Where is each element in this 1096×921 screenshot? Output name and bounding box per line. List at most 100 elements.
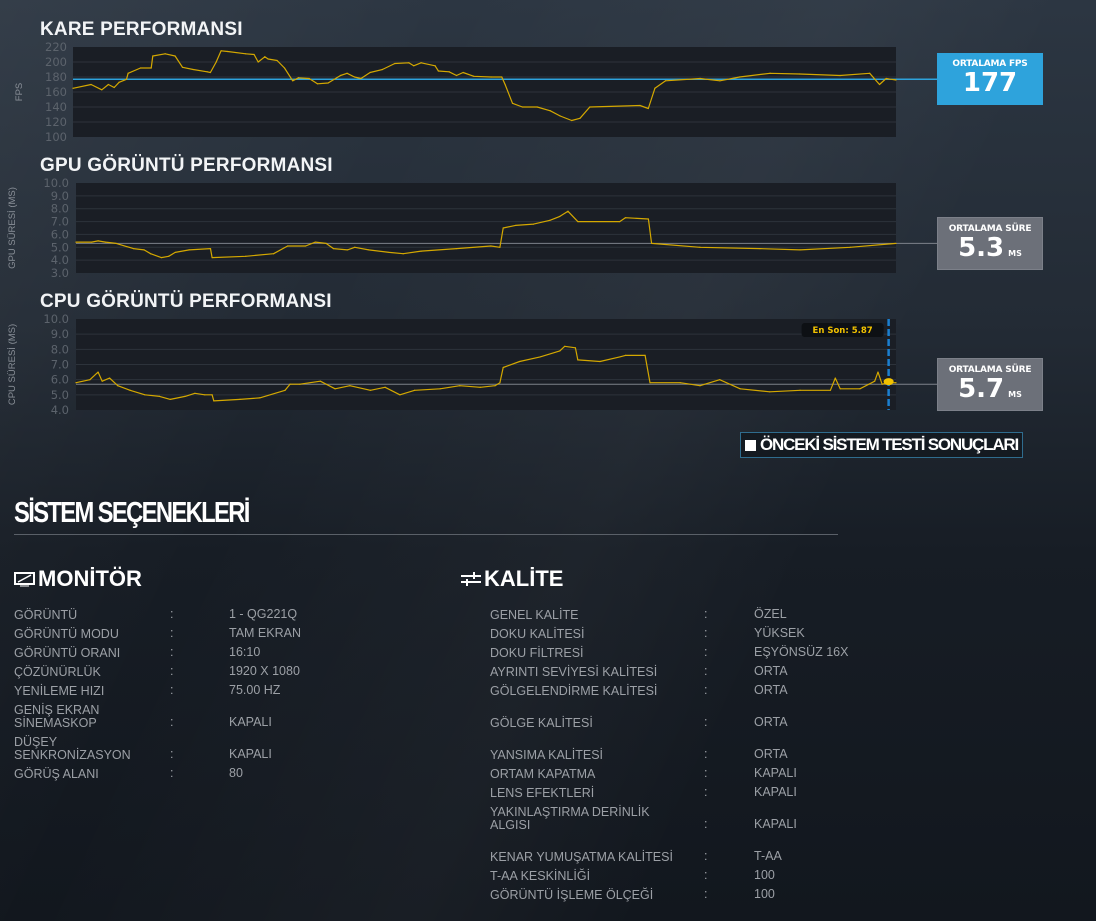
data-point	[501, 76, 503, 78]
data-point	[150, 253, 152, 255]
setting-value: ORTA	[754, 747, 788, 761]
data-point	[874, 380, 876, 382]
legend-square-icon	[745, 439, 756, 451]
data-point	[381, 68, 384, 71]
data-point	[239, 398, 241, 400]
quality-setting-row: GÖRÜNTÜ İŞLEME ÖLÇEĞİ: 100	[490, 883, 848, 902]
average-fps-box: ORTALAMA FPS 177	[937, 53, 1043, 105]
separator: :	[704, 887, 708, 901]
previous-system-test-results-toggle[interactable]: ÖNCEKİ SİSTEM TESTİ SONUÇLARI	[740, 432, 1023, 458]
data-point	[107, 83, 109, 86]
setting-label: LENS EFEKTLERİ	[490, 786, 595, 800]
data-point	[769, 391, 771, 393]
system-options-title: SİSTEM SEÇENEKLERİ	[14, 497, 250, 529]
average-cpu-time-value: 5.7	[958, 374, 1005, 404]
data-point	[881, 383, 883, 385]
monitor-setting-row: GÖRÜNTÜ MODU: TAM EKRAN	[14, 622, 301, 641]
data-point	[455, 247, 458, 250]
gpu-chart: 10.09.08.07.06.05.04.03.0 GPU SÜRESİ (MS)	[7, 176, 937, 280]
data-point	[839, 388, 841, 390]
data-point	[129, 389, 131, 391]
data-point	[118, 81, 120, 83]
data-point	[297, 77, 300, 79]
data-point	[455, 74, 458, 77]
data-point	[448, 71, 450, 73]
setting-label: GÖRÜŞ ALANI	[14, 767, 99, 781]
data-point	[267, 58, 269, 60]
data-point	[699, 246, 701, 248]
data-point	[346, 249, 349, 251]
data-point	[206, 71, 208, 73]
y-tick-label: 5.0	[51, 240, 69, 254]
data-point	[549, 219, 551, 221]
y-tick-label: 100	[45, 130, 67, 144]
data-point	[209, 71, 212, 74]
y-tick-label: 10.0	[43, 176, 69, 190]
monitor-setting-row: GÖRÜŞ ALANI: 80	[14, 762, 301, 781]
data-point	[113, 86, 115, 89]
data-point	[574, 347, 576, 349]
data-point	[284, 389, 286, 391]
monitor-title: MONİTÖR	[38, 566, 142, 591]
data-point	[878, 83, 881, 86]
data-point	[639, 104, 641, 107]
quality-setting-row: DOKU FİLTRESİ: EŞYÖNSÜZ 16X	[490, 641, 848, 660]
data-point	[679, 382, 681, 384]
setting-label: GÖRÜNTÜ İŞLEME ÖLÇEĞİ	[490, 888, 654, 902]
data-point	[877, 371, 879, 373]
average-cpu-time-label: ORTALAMA SÜRE	[948, 365, 1032, 375]
separator: :	[170, 626, 174, 640]
setting-value: ORTA	[754, 683, 788, 697]
quality-setting-row: YAKINLAŞTIRMA DERİNLİK ALGISI: KAPALI	[490, 800, 848, 832]
data-point	[437, 70, 440, 72]
setting-value: 100	[754, 887, 775, 901]
latest-point-marker[interactable]	[883, 378, 894, 386]
data-point	[647, 218, 649, 220]
data-point	[334, 388, 336, 390]
setting-label: GENEL KALİTE	[490, 608, 579, 622]
data-point	[354, 246, 356, 248]
data-point	[314, 241, 317, 243]
data-point	[459, 385, 461, 387]
data-point	[188, 249, 190, 251]
quality-settings-list: GENEL KALİTE: ÖZEL DOKU KALİTESİ: YÜKSEK DOK…	[490, 603, 848, 902]
data-point	[473, 75, 475, 77]
data-point	[75, 241, 77, 243]
data-point	[286, 245, 289, 247]
setting-value: ÖZEL	[754, 607, 787, 621]
data-point	[434, 65, 436, 67]
data-point	[490, 245, 492, 247]
data-point	[739, 388, 741, 390]
data-point	[174, 55, 176, 57]
data-point	[502, 366, 504, 369]
data-point	[895, 382, 897, 384]
setting-label: DÜŞEY SENKRONİZASYON	[14, 735, 131, 762]
separator: :	[704, 785, 708, 799]
data-point	[647, 107, 649, 110]
data-point	[532, 223, 535, 225]
data-point	[499, 246, 501, 248]
data-point	[559, 215, 561, 218]
data-point	[462, 71, 464, 74]
data-point	[125, 78, 128, 80]
data-point	[799, 249, 801, 251]
y-tick-label: 6.0	[51, 373, 69, 387]
data-point	[174, 251, 176, 254]
data-point	[549, 110, 551, 112]
data-point	[769, 72, 771, 74]
separator: :	[704, 715, 708, 729]
monitor-setting-row: YENİLEME HIZI: 75.00 HZ	[14, 679, 301, 698]
data-point	[599, 360, 601, 363]
data-point	[649, 382, 651, 384]
data-point	[624, 217, 627, 219]
data-point	[245, 53, 247, 55]
data-point	[211, 256, 213, 259]
data-point	[115, 242, 117, 245]
data-point	[402, 253, 404, 255]
monitor-icon	[14, 572, 35, 587]
data-point	[651, 242, 653, 245]
data-point	[292, 80, 294, 82]
y-tick-label: 7.0	[51, 215, 69, 229]
y-tick-label: 9.0	[51, 327, 69, 341]
